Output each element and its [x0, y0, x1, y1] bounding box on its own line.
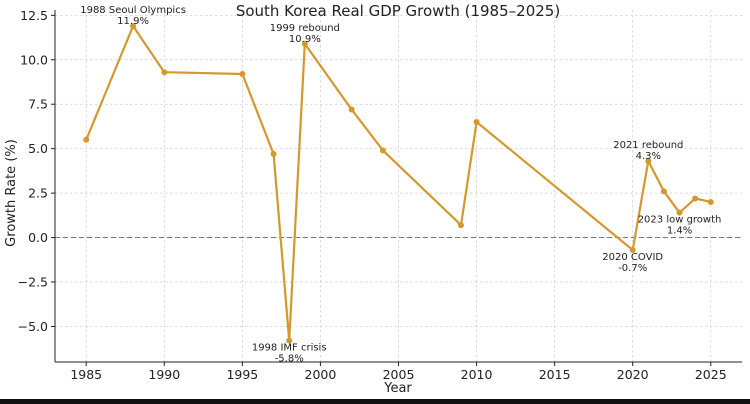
y-tick-label: 2.5 — [28, 186, 48, 201]
y-tick-label: 12.5 — [20, 8, 48, 23]
x-tick-label: 1995 — [226, 367, 258, 382]
annotation-label: 1988 Seoul Olympics — [80, 5, 186, 16]
data-point — [660, 188, 667, 195]
annotation-value: -5.8% — [275, 354, 304, 365]
data-point — [676, 209, 683, 216]
annotation-value: 1.4% — [667, 226, 692, 237]
tick-labels: 1985 1990 1995 2000 2005 2010 2015 2020 2025 −5.0… — [18, 8, 727, 382]
x-tick-label: 1990 — [148, 367, 180, 382]
y-tick-label: 0.0 — [28, 230, 48, 245]
annotation-value: -0.7% — [618, 263, 647, 274]
data-point — [379, 147, 386, 154]
y-axis-title: Growth Rate (%) — [4, 139, 19, 247]
data-point — [457, 222, 464, 229]
data-point — [270, 151, 277, 157]
data-point — [161, 69, 168, 76]
data-point — [645, 158, 652, 165]
annotation-label: 1999 rebound — [270, 23, 340, 34]
data-point — [83, 136, 90, 143]
y-tick-label: 7.5 — [28, 97, 48, 112]
y-tick-label: −2.5 — [18, 275, 48, 290]
x-tick-label: 2005 — [383, 367, 415, 382]
chart-title: South Korea Real GDP Growth (1985–2025) — [236, 2, 560, 20]
x-tick-label: 1985 — [70, 367, 102, 382]
annotation-value: 11.9% — [117, 16, 149, 27]
y-tick-label: 5.0 — [28, 141, 48, 156]
data-point — [239, 71, 246, 77]
data-point — [629, 247, 636, 253]
axes — [51, 10, 742, 366]
annotation-label: 2023 low growth — [638, 215, 722, 226]
data-point — [473, 119, 480, 125]
annotation-value: 10.9% — [289, 34, 321, 45]
data-point — [692, 195, 699, 202]
data-point — [707, 199, 714, 205]
data-point — [130, 23, 137, 29]
x-tick-label: 2010 — [461, 367, 493, 382]
x-tick-label: 2015 — [539, 367, 571, 382]
annotation-label: 2021 rebound — [613, 140, 683, 151]
y-tick-label: −5.0 — [18, 319, 48, 334]
series-layer — [83, 23, 714, 344]
data-point — [286, 337, 293, 344]
x-tick-label: 2025 — [695, 367, 727, 382]
annotation-label: 2020 COVID — [602, 252, 663, 263]
y-tick-label: 10.0 — [20, 52, 48, 67]
data-point — [301, 40, 308, 47]
annotation-value: 4.3% — [636, 151, 661, 162]
bottom-edge-bar — [0, 399, 750, 404]
data-point — [348, 106, 355, 113]
x-tick-label: 2000 — [305, 367, 337, 382]
annotation-label: 1998 IMF crisis — [252, 343, 327, 354]
x-tick-label: 2020 — [617, 367, 649, 382]
series-line — [85, 24, 712, 342]
x-axis-title: Year — [383, 381, 412, 396]
